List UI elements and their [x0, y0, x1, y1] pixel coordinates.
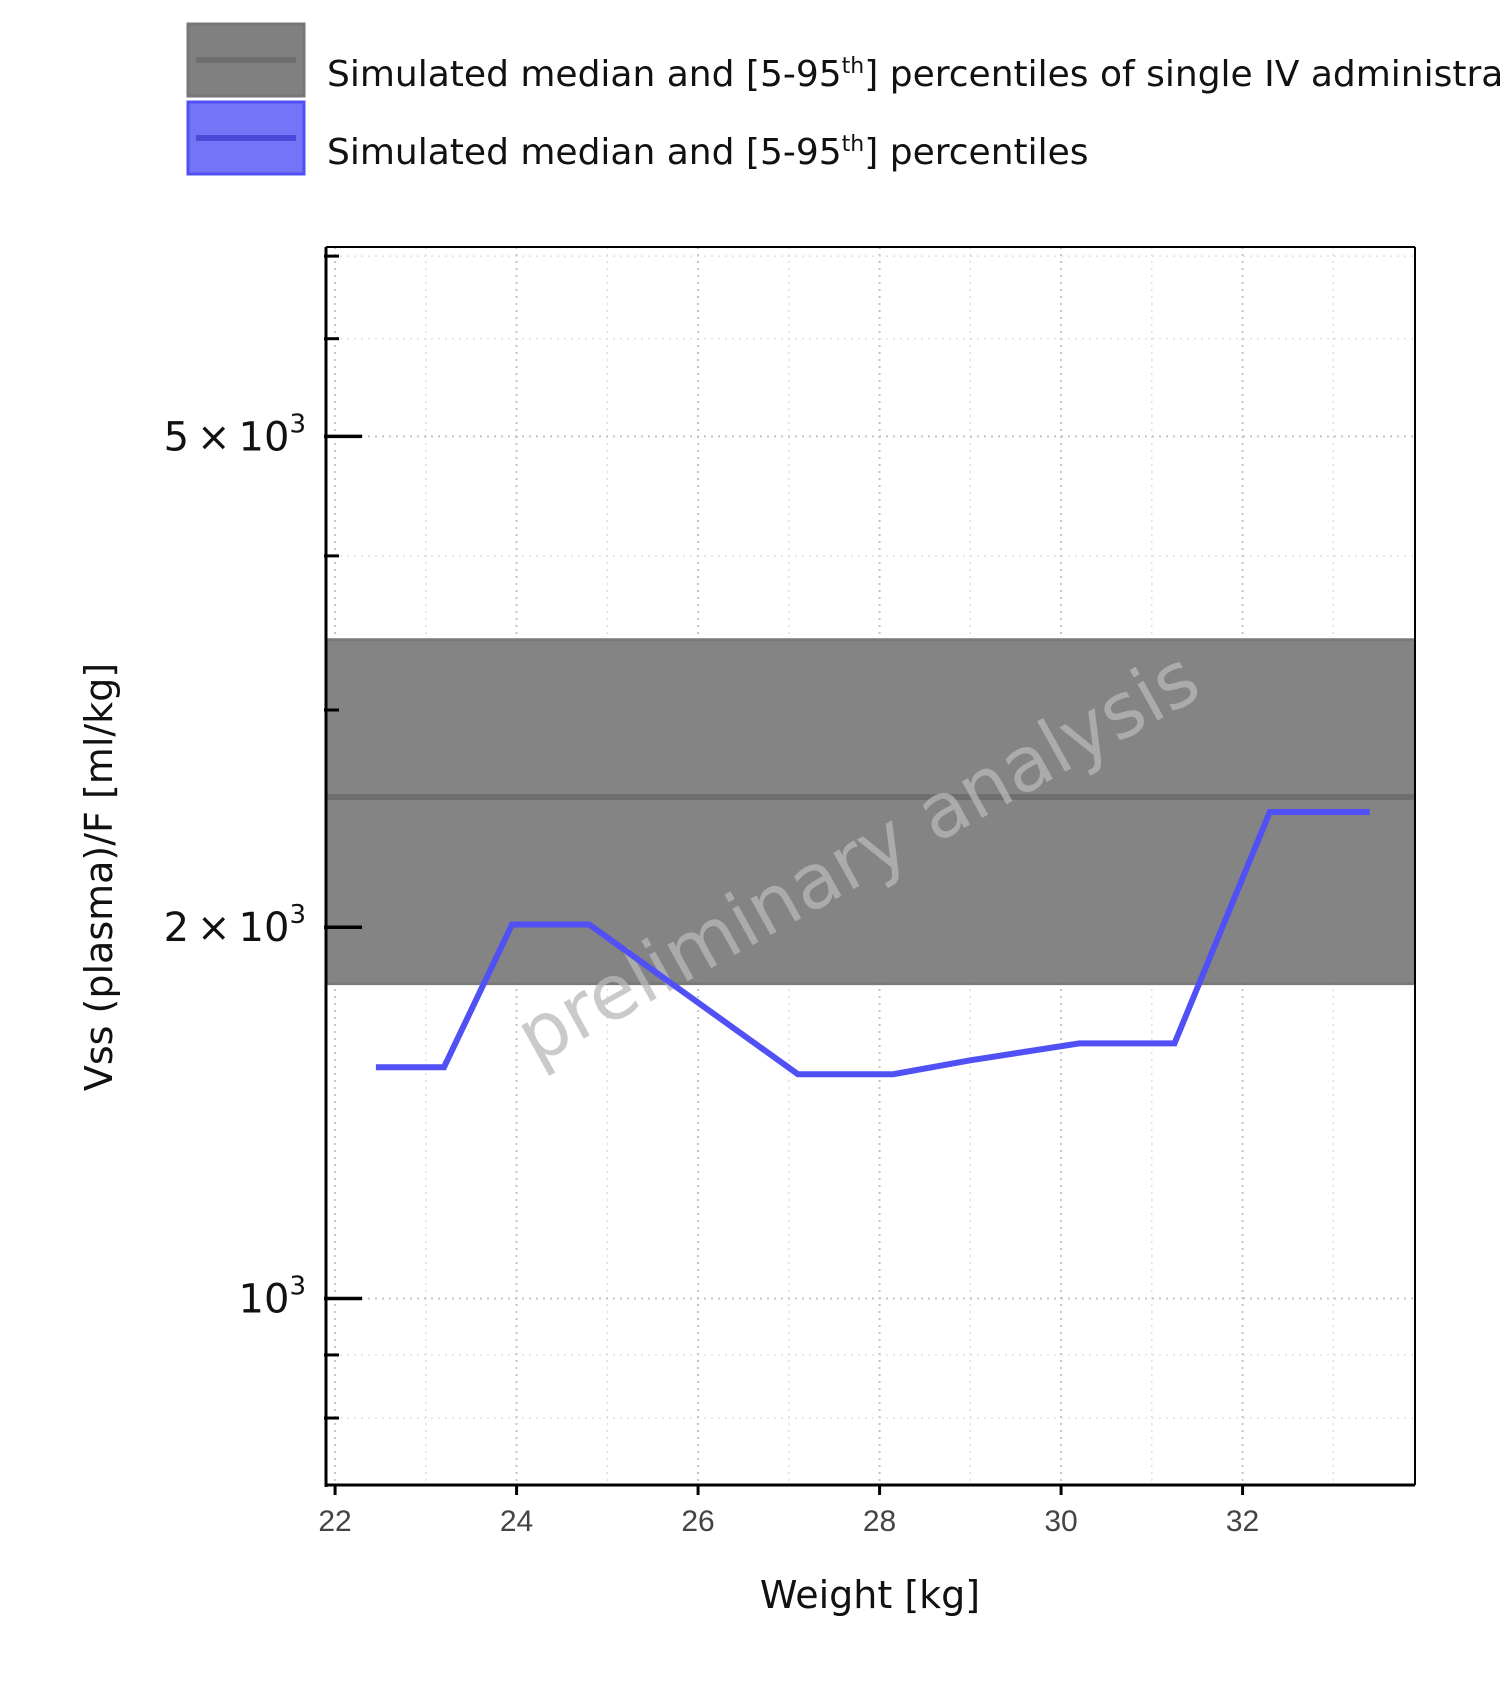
band-layer [326, 638, 1415, 986]
plot-area: preliminary analysis [324, 246, 1416, 1487]
legend: Simulated median and [5-95th] percentile… [186, 22, 1500, 176]
legend-entry-series: Simulated median and [5-95th] percentile… [186, 100, 1089, 176]
x-axis-label: Weight [kg] [760, 1573, 980, 1617]
series-line-0 [375, 809, 1370, 1078]
series-layer [375, 809, 1370, 1078]
x-tick-label: 24 [500, 1505, 533, 1538]
band-area [326, 639, 1415, 984]
y-tick-label: 2 × 103 [164, 900, 306, 951]
y-axis-label: Vss (plasma)/F [ml/kg] [77, 663, 121, 1091]
y-axis-ticks: 103 2 × 103 5 × 103 [164, 254, 362, 1420]
x-tick-label: 22 [318, 1505, 351, 1538]
legend-label-band: Simulated median and [5-95th] percentile… [327, 54, 1500, 95]
x-tick-label: 26 [681, 1505, 714, 1538]
x-axis-ticks: 22 24 26 28 30 32 [318, 1485, 1259, 1538]
x-tick-label: 32 [1226, 1505, 1259, 1538]
y-tick-label: 5 × 103 [164, 409, 306, 460]
legend-label-series: Simulated median and [5-95th] percentile… [327, 132, 1089, 173]
y-tick-label: 103 [239, 1272, 306, 1323]
x-tick-label: 28 [863, 1505, 896, 1538]
legend-entry-band: Simulated median and [5-95th] percentile… [186, 22, 1500, 98]
x-tick-label: 30 [1044, 1505, 1077, 1538]
